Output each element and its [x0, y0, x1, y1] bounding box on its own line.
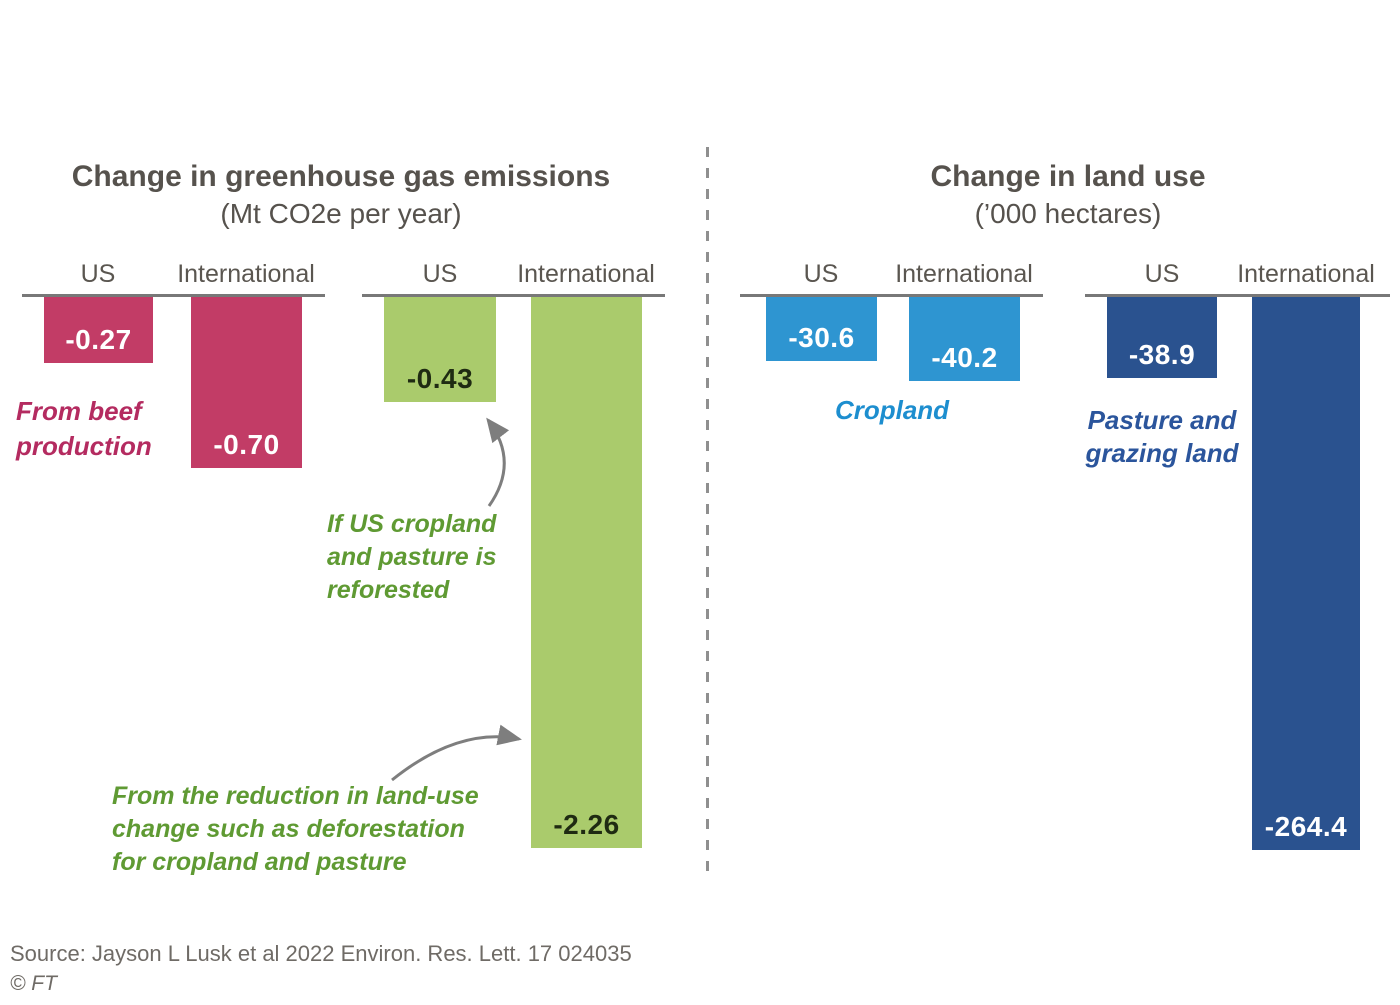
bar-value-label: -264.4 — [1264, 811, 1348, 842]
annotation-line: production — [16, 431, 152, 461]
annotation-line: change such as deforestation — [112, 815, 465, 843]
bar-ghg-beef-us: -0.27 — [44, 297, 153, 363]
bar-land-pasture-international: -264.4 — [1252, 297, 1360, 850]
colhead-land-past-intl: International — [1237, 260, 1375, 288]
colhead-ghg-beef-us: US — [80, 260, 116, 288]
colhead-ghg-ref-intl: International — [517, 260, 655, 288]
panel-divider-dashed-line — [706, 147, 709, 875]
annotation-cropland: Cropland — [736, 394, 1048, 427]
axis-baseline-ghg-beef — [22, 294, 325, 297]
left-panel-title: Change in greenhouse gas emissions (Mt C… — [0, 158, 682, 232]
bar-ghg-reforested-us: -0.43 — [384, 297, 496, 402]
annotation-line: From beef — [16, 396, 142, 426]
bar-land-cropland-us: -30.6 — [766, 297, 877, 361]
bar-value-label: -38.9 — [1128, 339, 1196, 370]
right-panel-title-text: Change in land use — [930, 160, 1206, 193]
colhead-ghg-ref-us: US — [422, 260, 458, 288]
annotation-pasture-grazing-land: Pasture and grazing land — [1042, 404, 1282, 470]
arrow-to-us-reforested-bar — [486, 417, 510, 507]
annotation-line: grazing land — [1085, 438, 1239, 468]
colhead-land-crop-us: US — [803, 260, 839, 288]
bar-value-label: -0.43 — [406, 363, 474, 394]
annotation-line: reforested — [327, 576, 450, 604]
ft-copyright: © FT — [10, 972, 57, 995]
bar-value-label: -0.70 — [213, 429, 280, 460]
left-panel-subtitle: (Mt CO2e per year) — [220, 198, 462, 229]
axis-baseline-land-pasture — [1085, 294, 1390, 297]
annotation-if-us-cropland-reforested: If US cropland and pasture is reforested — [327, 508, 497, 607]
axis-baseline-land-cropland — [740, 294, 1043, 297]
bar-land-pasture-us: -38.9 — [1107, 297, 1217, 378]
right-panel-subtitle: (’000 hectares) — [974, 198, 1162, 229]
bar-ghg-beef-international: -0.70 — [191, 297, 302, 468]
annotation-line: From the reduction in land-use — [112, 782, 479, 810]
arrow-to-international-reforested-bar — [391, 724, 522, 782]
source-line: Source: Jayson L Lusk et al 2022 Environ… — [10, 941, 632, 966]
axis-baseline-ghg-reforested — [362, 294, 665, 297]
colhead-ghg-beef-intl: International — [177, 260, 315, 288]
bar-value-label: -40.2 — [931, 342, 998, 373]
colhead-land-past-us: US — [1144, 260, 1180, 288]
bar-ghg-reforested-international: -2.26 — [531, 297, 642, 848]
annotation-line: Cropland — [834, 395, 950, 425]
annotation-line: for cropland and pasture — [112, 848, 407, 876]
colhead-land-crop-intl: International — [895, 260, 1033, 288]
right-panel-title: Change in land use (’000 hectares) — [736, 158, 1400, 232]
left-panel-title-text: Change in greenhouse gas emissions — [71, 160, 611, 193]
bar-value-label: -30.6 — [788, 322, 855, 353]
bar-value-label: -0.27 — [65, 324, 132, 355]
annotation-line: and pasture is — [327, 543, 497, 571]
annotation-from-beef-production: From beef production — [16, 394, 152, 464]
annotation-line: If US cropland — [327, 510, 497, 538]
bar-value-label: -2.26 — [553, 809, 620, 840]
annotation-reduction-in-land-use: From the reduction in land-use change su… — [112, 780, 479, 879]
annotation-line: Pasture and — [1087, 405, 1237, 435]
bar-land-cropland-international: -40.2 — [909, 297, 1020, 381]
